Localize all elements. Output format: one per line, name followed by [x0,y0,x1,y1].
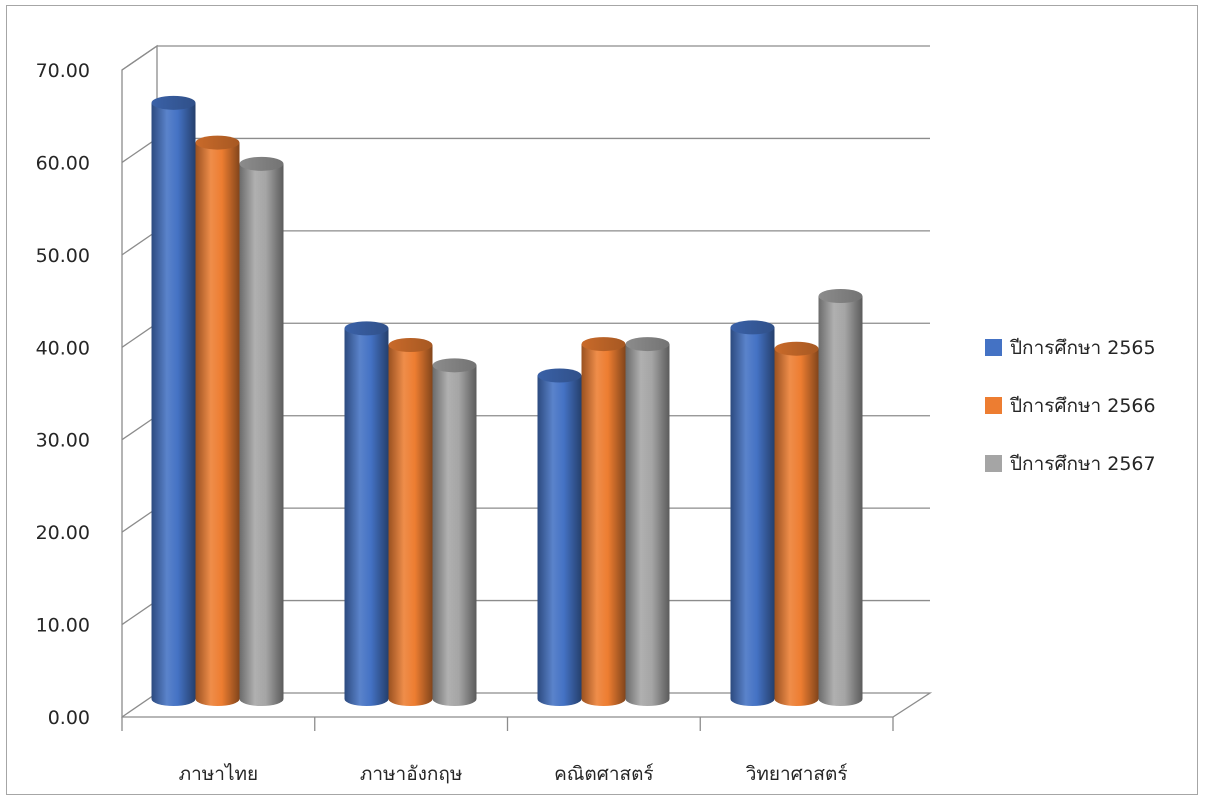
y-tick-label-4: 40.00 [36,337,90,359]
legend-item-1: ปีการศึกษา 2566 [985,390,1195,421]
y-tick-label-5: 50.00 [36,245,90,267]
y-tick-label-6: 60.00 [36,152,90,174]
x-tick-label-0: ภาษาไทย [179,763,259,785]
bar-0-0 [151,95,196,707]
legend-label-2: ปีการศึกษา 2567 [1010,452,1156,475]
y-axis-tick-labels: 0.00 10.00 20.00 30.00 40.00 50.00 60.00 70.00 [36,60,90,729]
x-axis-category-labels: ภาษาไทย ภาษาอังกฤษ คณิตศาสตร์ วิทยาศาสตร์ [121,717,894,785]
y-tick-label-1: 10.00 [36,615,90,637]
legend-item-0: ปีการศึกษา 2565 [985,332,1195,363]
bar-1-1 [388,337,433,706]
bar-1-0 [195,135,240,706]
x-tick-label-1: ภาษาอังกฤษ [360,763,463,785]
legend-swatch-2 [985,455,1002,472]
y-tick-label-3: 30.00 [36,430,90,452]
legend-label-0: ปีการศึกษา 2565 [1010,336,1156,359]
bar-2-3 [818,289,863,706]
x-tick-label-3: วิทยาศาสตร์ [745,763,847,785]
bar-1-3 [774,341,819,706]
bar-2-0 [239,156,284,707]
bar-0-1 [344,321,389,706]
legend-item-2: ปีการศึกษา 2567 [985,448,1195,479]
legend-swatch-0 [985,339,1002,356]
y-tick-label-0: 0.00 [48,707,90,729]
bars [151,95,863,707]
legend-swatch-1 [985,397,1002,414]
bar-1-2 [581,337,626,706]
legend-label-1: ปีการศึกษา 2566 [1010,394,1156,417]
x-tick-label-2: คณิตศาสตร์ [554,763,654,785]
y-tick-label-2: 20.00 [36,522,90,544]
bar-0-2 [537,368,582,706]
bar-2-1 [432,358,477,706]
legend: ปีการศึกษา 2565 ปีการศึกษา 2566 ปีการศึก… [985,332,1195,506]
bar-0-3 [730,320,775,706]
y-tick-label-7: 70.00 [36,60,90,82]
bar-2-2 [625,337,670,706]
gridline-6 [121,137,930,163]
gridline-7 [121,45,930,71]
